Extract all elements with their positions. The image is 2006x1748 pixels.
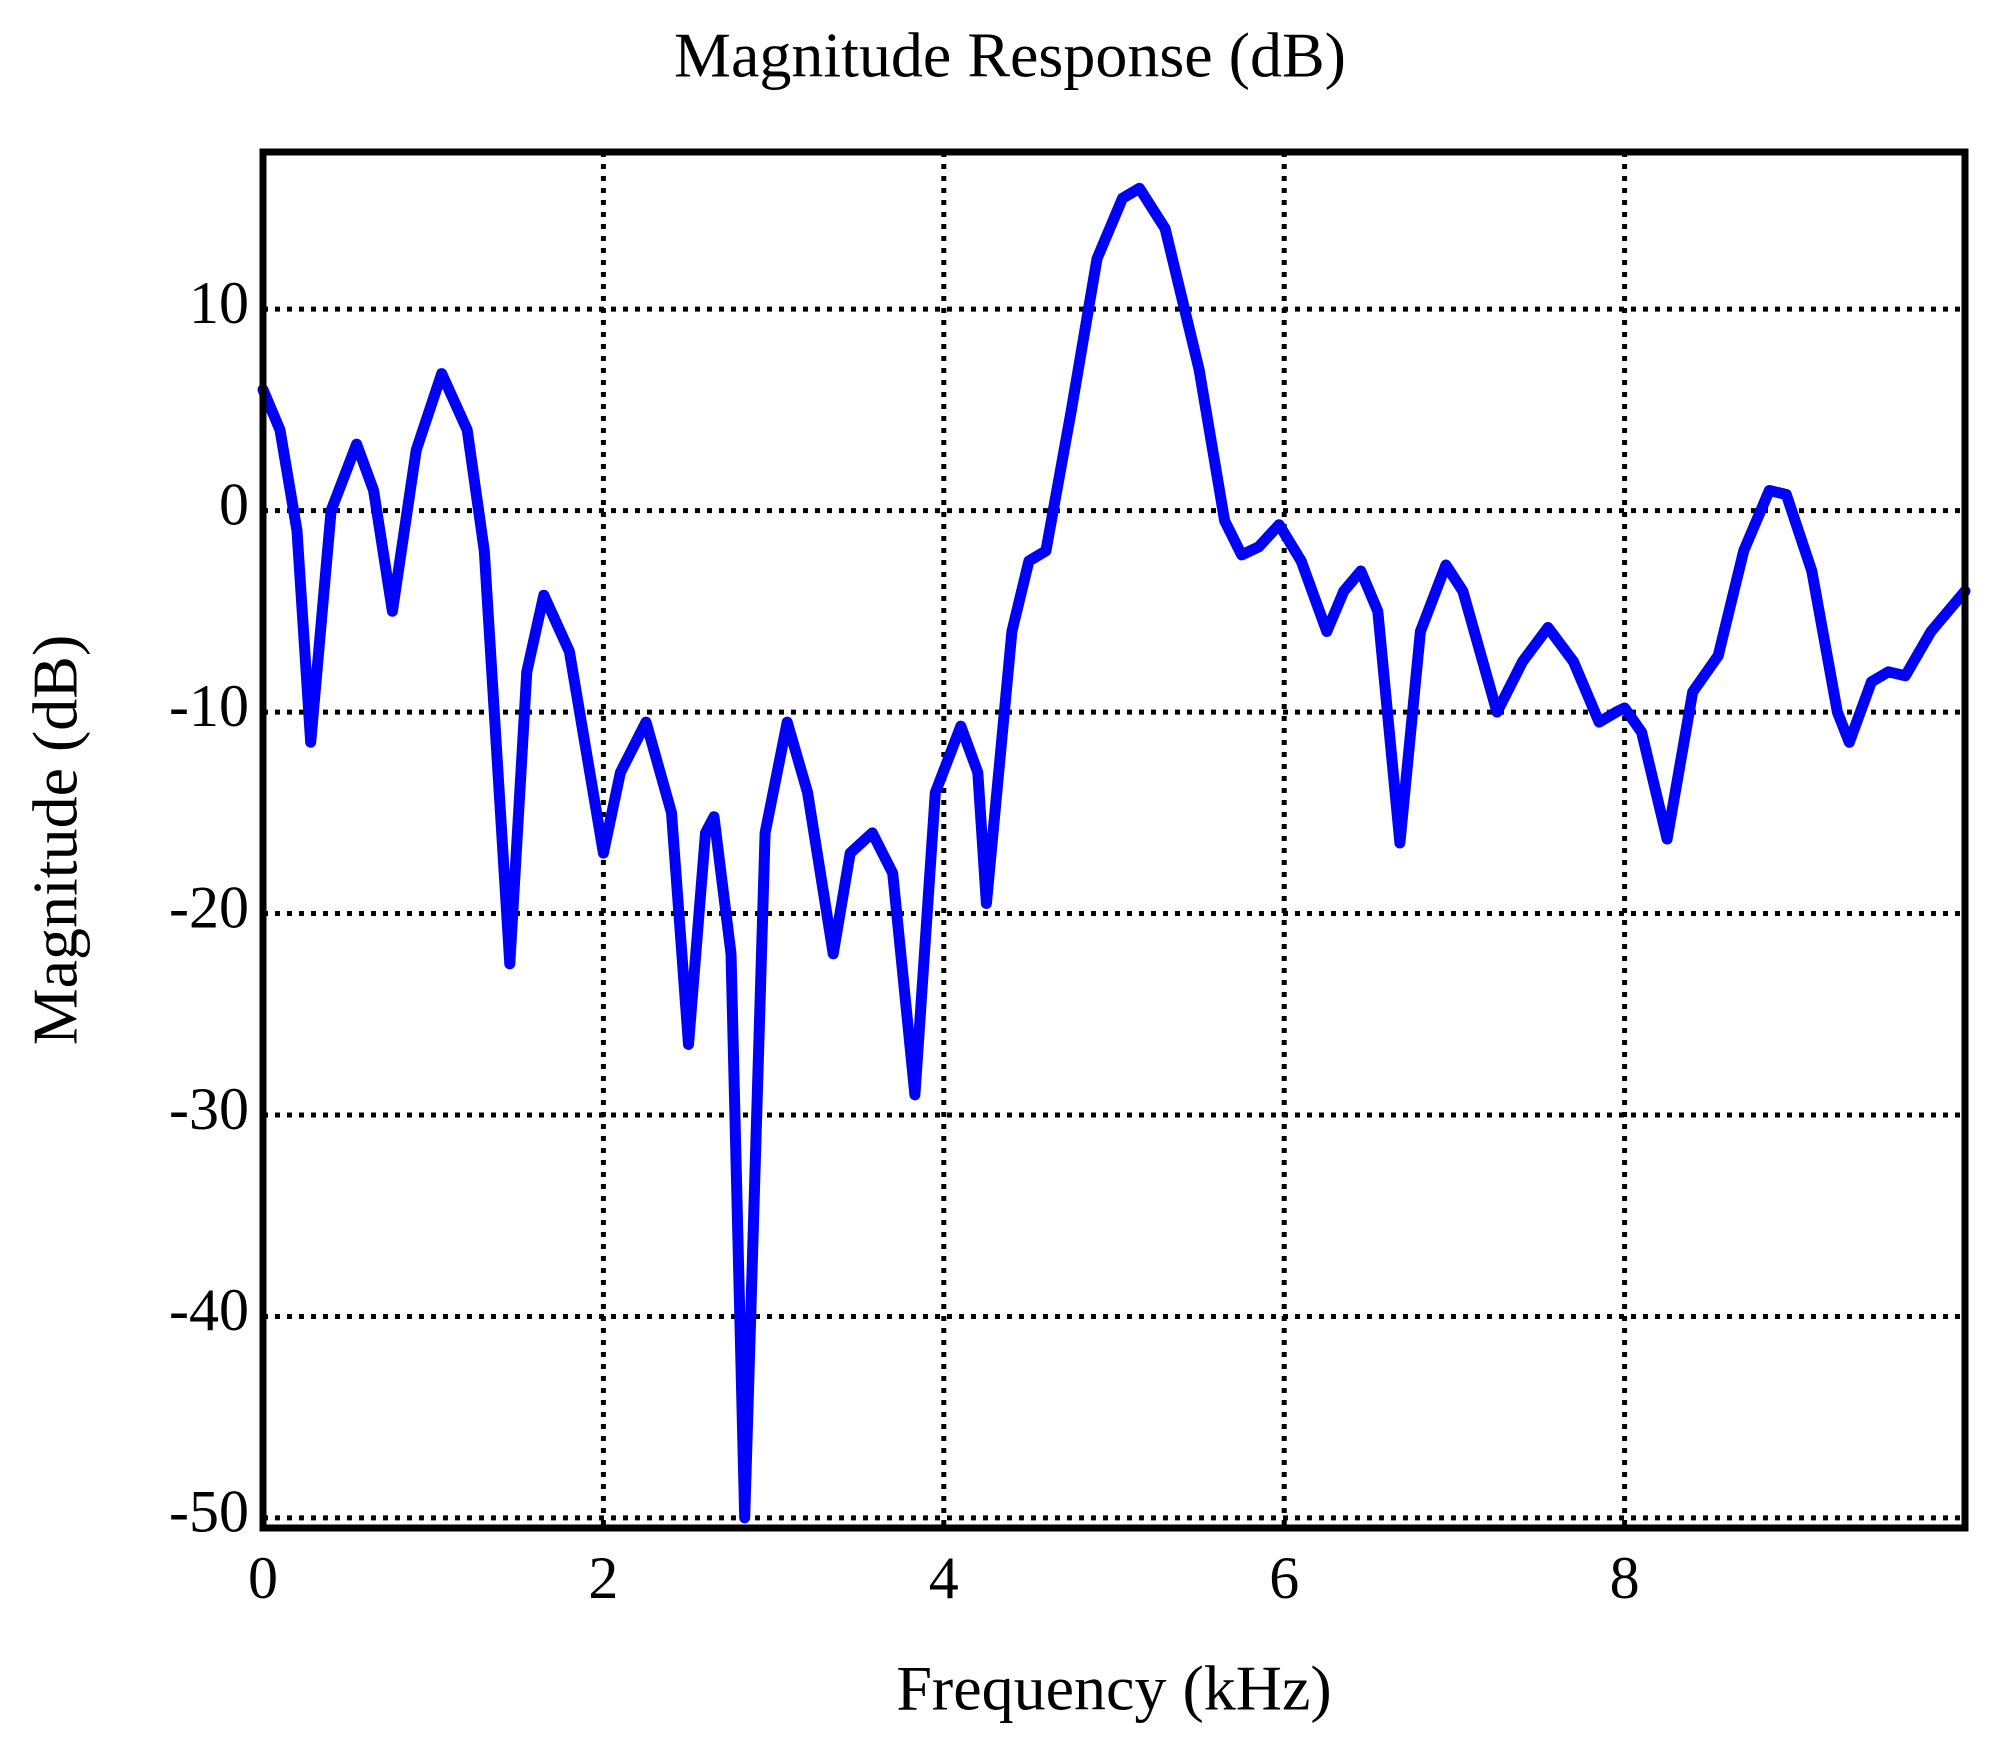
plot-frame xyxy=(259,148,1969,1532)
chart-title: Magnitude Response (dB) xyxy=(674,20,1346,91)
y-tick-label: -40 xyxy=(169,1277,249,1343)
x-tick-label: 4 xyxy=(929,1545,959,1611)
data-line xyxy=(257,182,1971,1524)
y-tick-label: 0 xyxy=(219,471,249,537)
y-axis-label: Magnitude (dB) xyxy=(20,635,91,1046)
y-tick-label: -20 xyxy=(169,874,249,940)
x-tick-label: 2 xyxy=(588,1545,618,1611)
y-tick-label: -10 xyxy=(169,673,249,739)
x-tick-label: 8 xyxy=(1610,1545,1640,1611)
x-tick-label: 0 xyxy=(248,1545,278,1611)
y-tick-label: -30 xyxy=(169,1076,249,1142)
y-tick-label: 10 xyxy=(189,270,249,336)
y-tick-label: -50 xyxy=(169,1479,249,1545)
x-axis-label: Frequency (kHz) xyxy=(896,1653,1331,1724)
x-tick-label: 6 xyxy=(1269,1545,1299,1611)
